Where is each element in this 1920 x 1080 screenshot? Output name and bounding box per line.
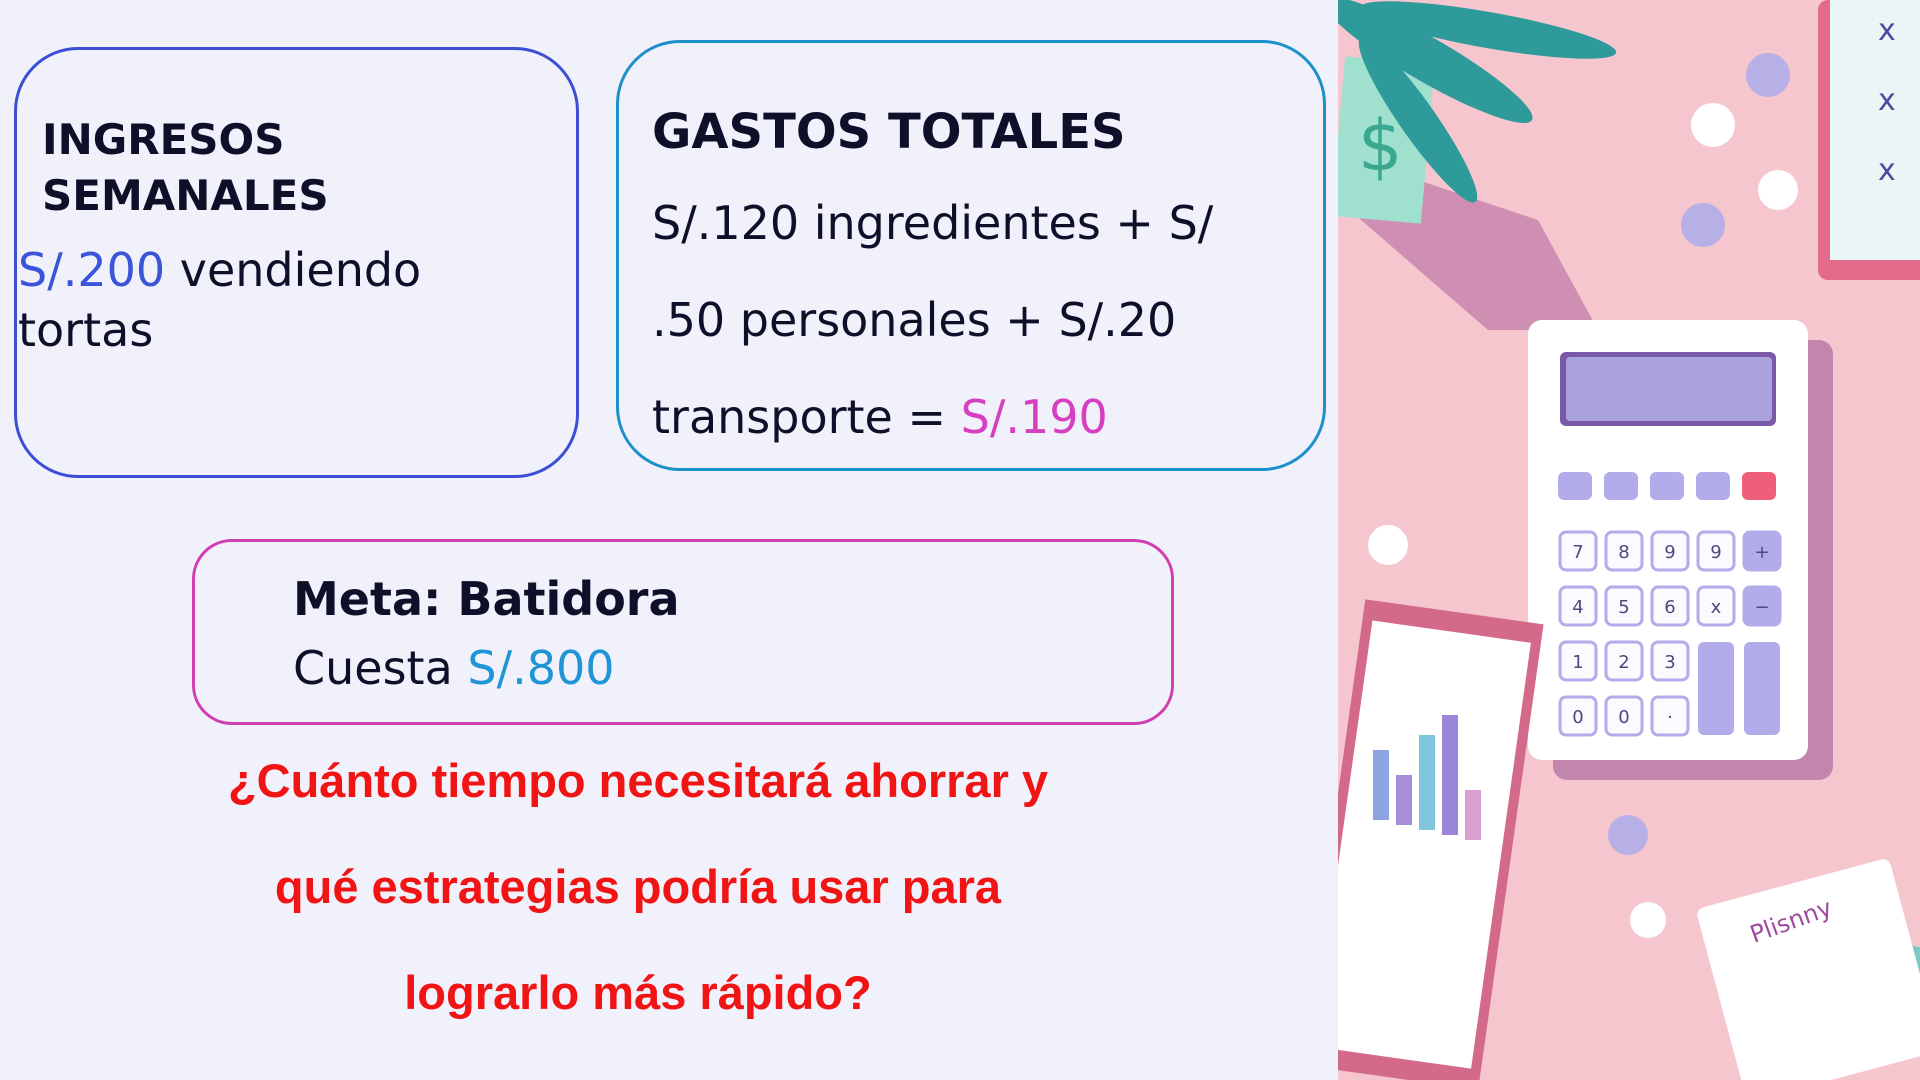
expenses-line2: .50 personales + S/.20 <box>652 293 1177 347</box>
calculator-key-label: x <box>1711 597 1722 618</box>
income-desc: vendiendo <box>165 243 422 297</box>
expenses-line3-text: transporte = <box>652 390 961 444</box>
calculator-key-label: 1 <box>1572 652 1583 673</box>
calculator-key-label: 9 <box>1710 542 1721 563</box>
calculator-key-label: 5 <box>1618 597 1629 618</box>
income-card <box>14 47 579 478</box>
calculator-tall-key <box>1698 642 1734 735</box>
expenses-line1: S/.120 ingredientes + S/ <box>652 196 1214 250</box>
calculator-function-key <box>1742 472 1776 500</box>
dollar-icon: $ <box>1358 105 1403 187</box>
calculator-key-label: 9 <box>1664 542 1675 563</box>
expenses-line3: transporte = S/.190 <box>652 390 1108 444</box>
calculator-finance-illustration: $ x x x 7 8 9 9 +4 5 6 x −1 2 30 0 · Plisnny <box>1338 0 1920 1080</box>
goal-card <box>192 539 1174 725</box>
question-line1: ¿Cuánto tiempo necesitará ahorrar y <box>227 754 1049 807</box>
income-desc-line2: tortas <box>18 303 154 357</box>
calculator-key <box>1742 530 1782 572</box>
question-line2: qué estrategias podría usar para <box>274 860 1002 913</box>
multiply-icon: x <box>1878 83 1896 118</box>
goal-cost-value: S/.800 <box>467 641 615 695</box>
calculator-key <box>1696 530 1736 572</box>
multiply-icon: x <box>1878 153 1896 188</box>
calculator-key <box>1558 640 1598 682</box>
calculator-key <box>1650 530 1690 572</box>
calculator-key <box>1650 640 1690 682</box>
calculator-key-label: 6 <box>1664 597 1675 618</box>
goal-cost-label: Cuesta <box>293 641 468 695</box>
bar-chart-icon <box>1373 715 1481 840</box>
calculator-key <box>1604 530 1644 572</box>
calculator-key-label: 0 <box>1618 707 1629 728</box>
calculator-key-label: 4 <box>1572 597 1583 618</box>
calculator-key <box>1650 585 1690 627</box>
goal-title: Meta: Batidora <box>293 572 680 626</box>
calculator-key-label: 0 <box>1572 707 1583 728</box>
expenses-title: GASTOS TOTALES <box>652 104 1126 160</box>
calculator-key-label: 8 <box>1618 542 1629 563</box>
calculator-key-label: 7 <box>1572 542 1583 563</box>
calculator-keys: 7 8 9 9 +4 5 6 x − 1 2 3 0 0 · <box>1558 472 1782 737</box>
calculator-key-label: − <box>1754 597 1769 618</box>
goal-cost: Cuesta S/.800 <box>293 641 615 695</box>
income-title: INGRESOS SEMANALES <box>42 112 329 224</box>
calculator-key <box>1604 640 1644 682</box>
expenses-card <box>616 40 1326 471</box>
multiply-icon: x <box>1878 13 1896 48</box>
question-text: ¿Cuánto tiempo necesitará ahorrar y qué … <box>0 728 1276 1046</box>
calculator-key-label: + <box>1754 542 1769 563</box>
income-amount: S/.200 <box>18 243 166 297</box>
calculator-key <box>1650 695 1690 737</box>
calculator-key-label: · <box>1667 707 1673 728</box>
question-line3: lograrlo más rápido? <box>404 966 872 1019</box>
expenses-total: S/.190 <box>960 390 1108 444</box>
calculator-function-key <box>1696 472 1730 500</box>
calculator-key <box>1558 530 1598 572</box>
calculator-function-key <box>1650 472 1684 500</box>
calculator-function-key <box>1604 472 1638 500</box>
calculator-key <box>1604 695 1644 737</box>
calculator-key <box>1742 585 1782 627</box>
calculator-key <box>1604 585 1644 627</box>
calculator-key-label: 3 <box>1664 652 1675 673</box>
income-text: S/.200 vendiendo tortas <box>18 240 421 360</box>
calculator-key <box>1558 695 1598 737</box>
calculator-function-key <box>1558 472 1592 500</box>
calculator-key <box>1558 585 1598 627</box>
income-title-line2: SEMANALES <box>42 171 329 220</box>
calculator-tall-key <box>1744 642 1780 735</box>
calculator-key-label: 2 <box>1618 652 1629 673</box>
income-title-line1: INGRESOS <box>42 115 285 164</box>
calculator-key <box>1696 585 1736 627</box>
